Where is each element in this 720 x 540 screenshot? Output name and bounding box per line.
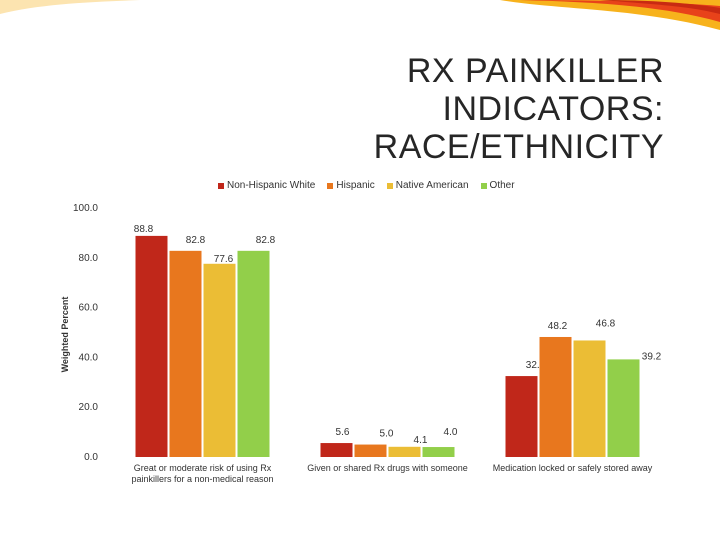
bar [354, 444, 387, 457]
legend-swatch [480, 182, 487, 189]
slide-title-line-1: RX PAINKILLER [406, 52, 664, 90]
category-label: Given or shared Rx drugs with someone [307, 463, 468, 473]
data-label: 4.0 [444, 427, 458, 438]
data-label: 5.0 [380, 429, 394, 440]
legend-item-non-hispanic-white: Non-Hispanic White [218, 180, 315, 191]
y-tick-label: 0.0 [84, 452, 98, 463]
category-label: painkillers for a non-medical reason [131, 474, 273, 484]
legend-label: Non-Hispanic White [227, 180, 316, 191]
bar [607, 359, 640, 457]
y-tick-label: 20.0 [79, 402, 99, 413]
category-label: Medication locked or safely stored away [493, 463, 653, 473]
legend-label: Native American [395, 180, 469, 191]
data-label: 88.8 [134, 224, 154, 235]
bar [505, 376, 538, 457]
data-label: 46.8 [596, 318, 616, 329]
data-label: 82.8 [256, 235, 276, 246]
legend-swatch [327, 182, 334, 189]
data-label: 32.5 [526, 360, 546, 371]
legend-item-other: Other [480, 180, 515, 191]
data-label: 5.6 [336, 427, 350, 438]
data-label: 4.1 [414, 435, 428, 446]
y-tick-label: 60.0 [79, 303, 99, 314]
slide-title-line-3: RACE/ETHNICITY [373, 128, 664, 166]
bar [539, 336, 572, 457]
bar [320, 443, 353, 457]
chart-legend: Non-Hispanic White Hispanic Native Ameri… [218, 180, 515, 191]
bar [135, 235, 168, 457]
bar [388, 446, 421, 457]
bar [573, 340, 606, 457]
legend-swatch [218, 182, 224, 189]
data-label: 82.8 [186, 235, 206, 246]
data-label: 39.2 [642, 351, 662, 362]
bar [203, 263, 236, 457]
y-axis-label: Weighted Percent [60, 297, 70, 373]
y-tick-label: 40.0 [79, 352, 99, 363]
legend-label: Hispanic [336, 180, 375, 191]
y-tick-label: 100.0 [73, 203, 98, 214]
y-tick-label: 80.0 [79, 253, 99, 264]
bar [237, 250, 270, 457]
legend-swatch [386, 182, 393, 189]
bar [169, 250, 202, 457]
legend-item-hispanic: Hispanic [327, 180, 375, 191]
legend-item-native-american: Native American [386, 180, 469, 191]
slide-title: RX PAINKILLER INDICATORS: RACE/ETHNICITY [244, 52, 664, 166]
data-label: 48.2 [548, 321, 568, 332]
data-label: 77.6 [214, 254, 234, 265]
bar [422, 447, 455, 457]
slide-title-line-2: INDICATORS: [442, 90, 664, 128]
legend-label: Other [489, 180, 515, 191]
category-label: Great or moderate risk of using Rx [134, 463, 272, 473]
